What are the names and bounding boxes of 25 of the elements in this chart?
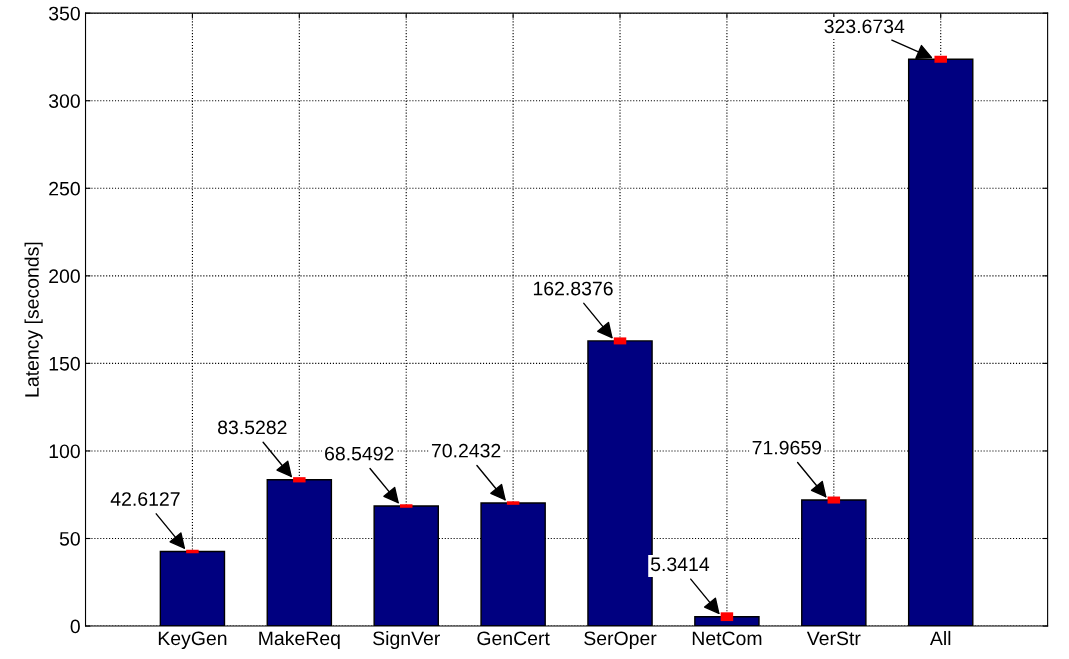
- annotation: 71.9659: [752, 440, 822, 455]
- x-tick-label: KeyGen: [158, 631, 227, 650]
- x-tick-label: SerOper: [584, 631, 657, 650]
- y-tick-label: 150: [49, 356, 80, 371]
- x-tick-label: SignVer: [373, 630, 440, 650]
- y-tick-label: 200: [49, 269, 80, 284]
- y-tick-label: 50: [59, 531, 80, 546]
- y-tick-label: 350: [48, 6, 80, 21]
- x-tick-label: VerStr: [806, 631, 861, 646]
- annotation: 5.3414: [650, 557, 710, 572]
- annotation: 68.5492: [325, 446, 394, 461]
- annotation: 83.5282: [218, 420, 287, 435]
- x-tick-label: MakeReq: [259, 630, 340, 650]
- x-tick-label: All: [929, 630, 951, 645]
- y-tick-label: 300: [48, 94, 80, 108]
- y-tick-label: 250: [49, 181, 80, 196]
- annotation: 70.2432: [431, 443, 501, 458]
- y-axis-title: Latency [seconds]: [24, 242, 43, 397]
- x-tick-label: NetCom: [692, 631, 762, 646]
- x-tick-label: GenCert: [477, 631, 550, 646]
- y-tick-label: 0: [70, 619, 80, 634]
- y-tick-label: 100: [49, 444, 80, 459]
- annotation: 42.6127: [110, 492, 180, 506]
- annotation: 323.6734: [824, 19, 905, 34]
- annotation: 162.8376: [533, 281, 613, 296]
